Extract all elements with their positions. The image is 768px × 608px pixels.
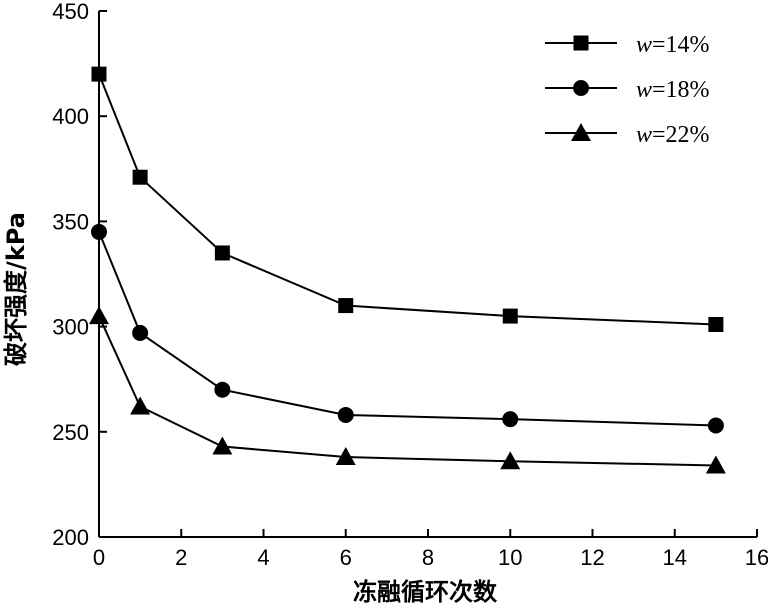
data-point [91,223,107,240]
legend-label: w=22% [636,122,710,148]
series-2 [89,306,726,474]
data-point [707,417,724,434]
x-tick-label: 6 [340,545,352,570]
data-point [338,298,354,314]
y-tick-label: 250 [52,420,89,445]
legend-label: w=18% [636,77,710,103]
x-tick-label: 2 [175,545,187,570]
y-tick-label: 300 [52,315,89,340]
legend-entry-0: w=14% [545,32,710,58]
y-tick-label: 400 [52,104,89,129]
series-1 [91,223,724,434]
y-tick-label: 450 [52,0,89,24]
data-point [337,406,354,423]
legend-entry-1: w=18% [545,77,710,103]
x-tick-label: 0 [93,545,105,570]
y-tick-label: 350 [52,209,89,234]
series-0 [91,66,724,332]
legend-value: =22% [652,122,710,148]
legend-marker [571,123,591,141]
data-point [132,169,148,185]
data-point [500,451,521,470]
data-point [132,324,149,341]
data-point [705,455,726,474]
legend-variable: w [636,32,652,58]
x-tick-label: 8 [422,545,434,570]
series-line [98,315,716,467]
data-point [335,447,356,466]
legend-variable: w [636,122,652,148]
data-point [89,306,109,325]
data-point [502,308,518,324]
series-layer [89,66,726,474]
x-tick-label: 12 [580,545,604,570]
legend: w=14%w=18%w=22% [545,32,710,148]
legend-value: =14% [652,32,710,58]
series-line [98,231,716,427]
x-tick-label: 10 [498,545,522,570]
data-point [130,396,151,415]
data-point [214,381,231,398]
x-tick-label: 14 [663,545,687,570]
data-point [708,316,724,332]
x-tick-label: 16 [745,545,768,570]
data-point [91,66,107,82]
legend-marker [573,35,589,51]
x-axis-title: 冻融循环次数 [353,578,498,606]
legend-label: w=14% [636,32,710,58]
legend-marker [573,80,589,96]
data-point [212,436,233,455]
legend-entry-2: w=22% [545,122,710,148]
series-line [98,73,716,326]
x-tick-label: 4 [257,545,269,570]
data-point [502,411,519,428]
legend-value: =18% [652,77,710,103]
ticks: 0 2 4 6 8 10 12 14 16 200 250 300 350 400 450 [52,0,768,570]
legend-variable: w [636,77,652,103]
y-tick-label: 200 [52,525,89,550]
y-axis-title: 破坏强度/kPa [2,212,30,366]
data-point [214,245,230,261]
